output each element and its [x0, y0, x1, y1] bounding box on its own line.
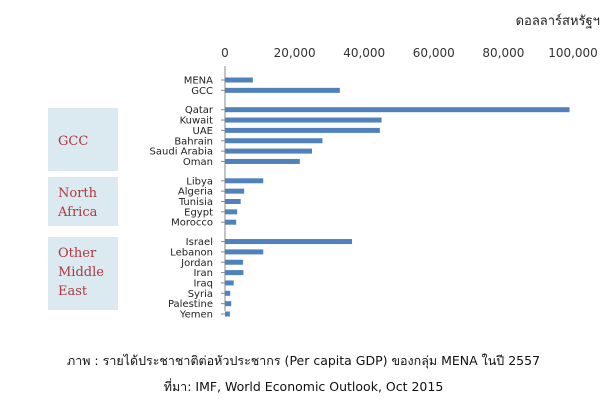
group-box-other-middle-east: Other Middle East	[48, 237, 118, 310]
category-label: Iraq	[193, 278, 213, 289]
x-axis-unit-label: ดอลลาร์สหรัฐฯ	[515, 14, 600, 29]
x-tick-label: 100,000	[548, 46, 598, 60]
category-label: Israel	[186, 237, 213, 248]
category-label: Yemen	[179, 310, 213, 321]
figure-source: ที่มา: IMF, World Economic Outlook, Oct …	[163, 379, 444, 394]
bar-israel	[225, 239, 353, 245]
bar-bahrain	[225, 138, 323, 144]
category-label: Bahrain	[174, 136, 213, 147]
group-box-gcc-line-1: GCC	[58, 134, 89, 149]
category-label: Tunisia	[178, 197, 213, 208]
bar-lebanon	[225, 249, 264, 255]
group-box-north-africa: North Africa	[48, 177, 118, 226]
category-label: Lebanon	[170, 247, 213, 258]
category-label: Kuwait	[180, 116, 213, 127]
group-box-gcc: GCC	[48, 108, 118, 171]
figure-caption: ภาพ : รายได้ประชาชาติต่อหัวประชากร (Per …	[66, 353, 541, 368]
category-label: UAE	[193, 126, 213, 137]
group-box-other-middle-east-line-1: Other	[58, 246, 97, 261]
bar-morocco	[225, 219, 237, 225]
category-label: Jordan	[180, 258, 213, 269]
bar-yemen	[225, 311, 230, 317]
bar-libya	[225, 178, 264, 184]
x-tick-label: 60,000	[413, 46, 455, 60]
x-tick-label: 20,000	[274, 46, 316, 60]
bar-gcc	[225, 87, 340, 93]
bar-oman	[225, 158, 300, 164]
category-label: Saudi Arabia	[150, 147, 213, 158]
bar-uae	[225, 127, 380, 133]
category-label: Qatar	[185, 105, 214, 116]
category-label: Morocco	[171, 218, 213, 229]
category-label: Algeria	[178, 187, 213, 198]
bar-qatar	[225, 107, 570, 113]
bar-iraq	[225, 280, 234, 286]
category-label: Libya	[186, 176, 213, 187]
group-box-other-middle-east-line-2: Middle	[58, 265, 104, 280]
group-box-north-africa-line-1: North	[58, 186, 98, 201]
x-tick-label: 80,000	[482, 46, 524, 60]
category-label: Syria	[188, 289, 213, 300]
category-label: MENA	[184, 76, 213, 87]
bar-algeria	[225, 188, 245, 194]
group-box-other-middle-east-line-3: East	[58, 284, 88, 299]
category-label: Iran	[193, 268, 213, 279]
x-tick-label: 40,000	[343, 46, 385, 60]
bar-kuwait	[225, 117, 382, 123]
bar-tunisia	[225, 199, 241, 204]
category-label: Palestine	[168, 299, 213, 310]
bar-jordan	[225, 259, 244, 265]
category-label: GCC	[191, 86, 213, 97]
bar-saudi-arabia	[225, 148, 312, 154]
bar-palestine	[225, 301, 232, 307]
x-tick-label: 0	[221, 46, 229, 60]
bar-egypt	[225, 209, 238, 215]
bar-iran	[225, 270, 244, 276]
bar-syria	[225, 290, 231, 296]
bar-mena	[225, 77, 253, 83]
category-label: Egypt	[184, 207, 213, 218]
group-box-north-africa-line-2: Africa	[58, 205, 98, 220]
category-label: Oman	[183, 157, 213, 168]
